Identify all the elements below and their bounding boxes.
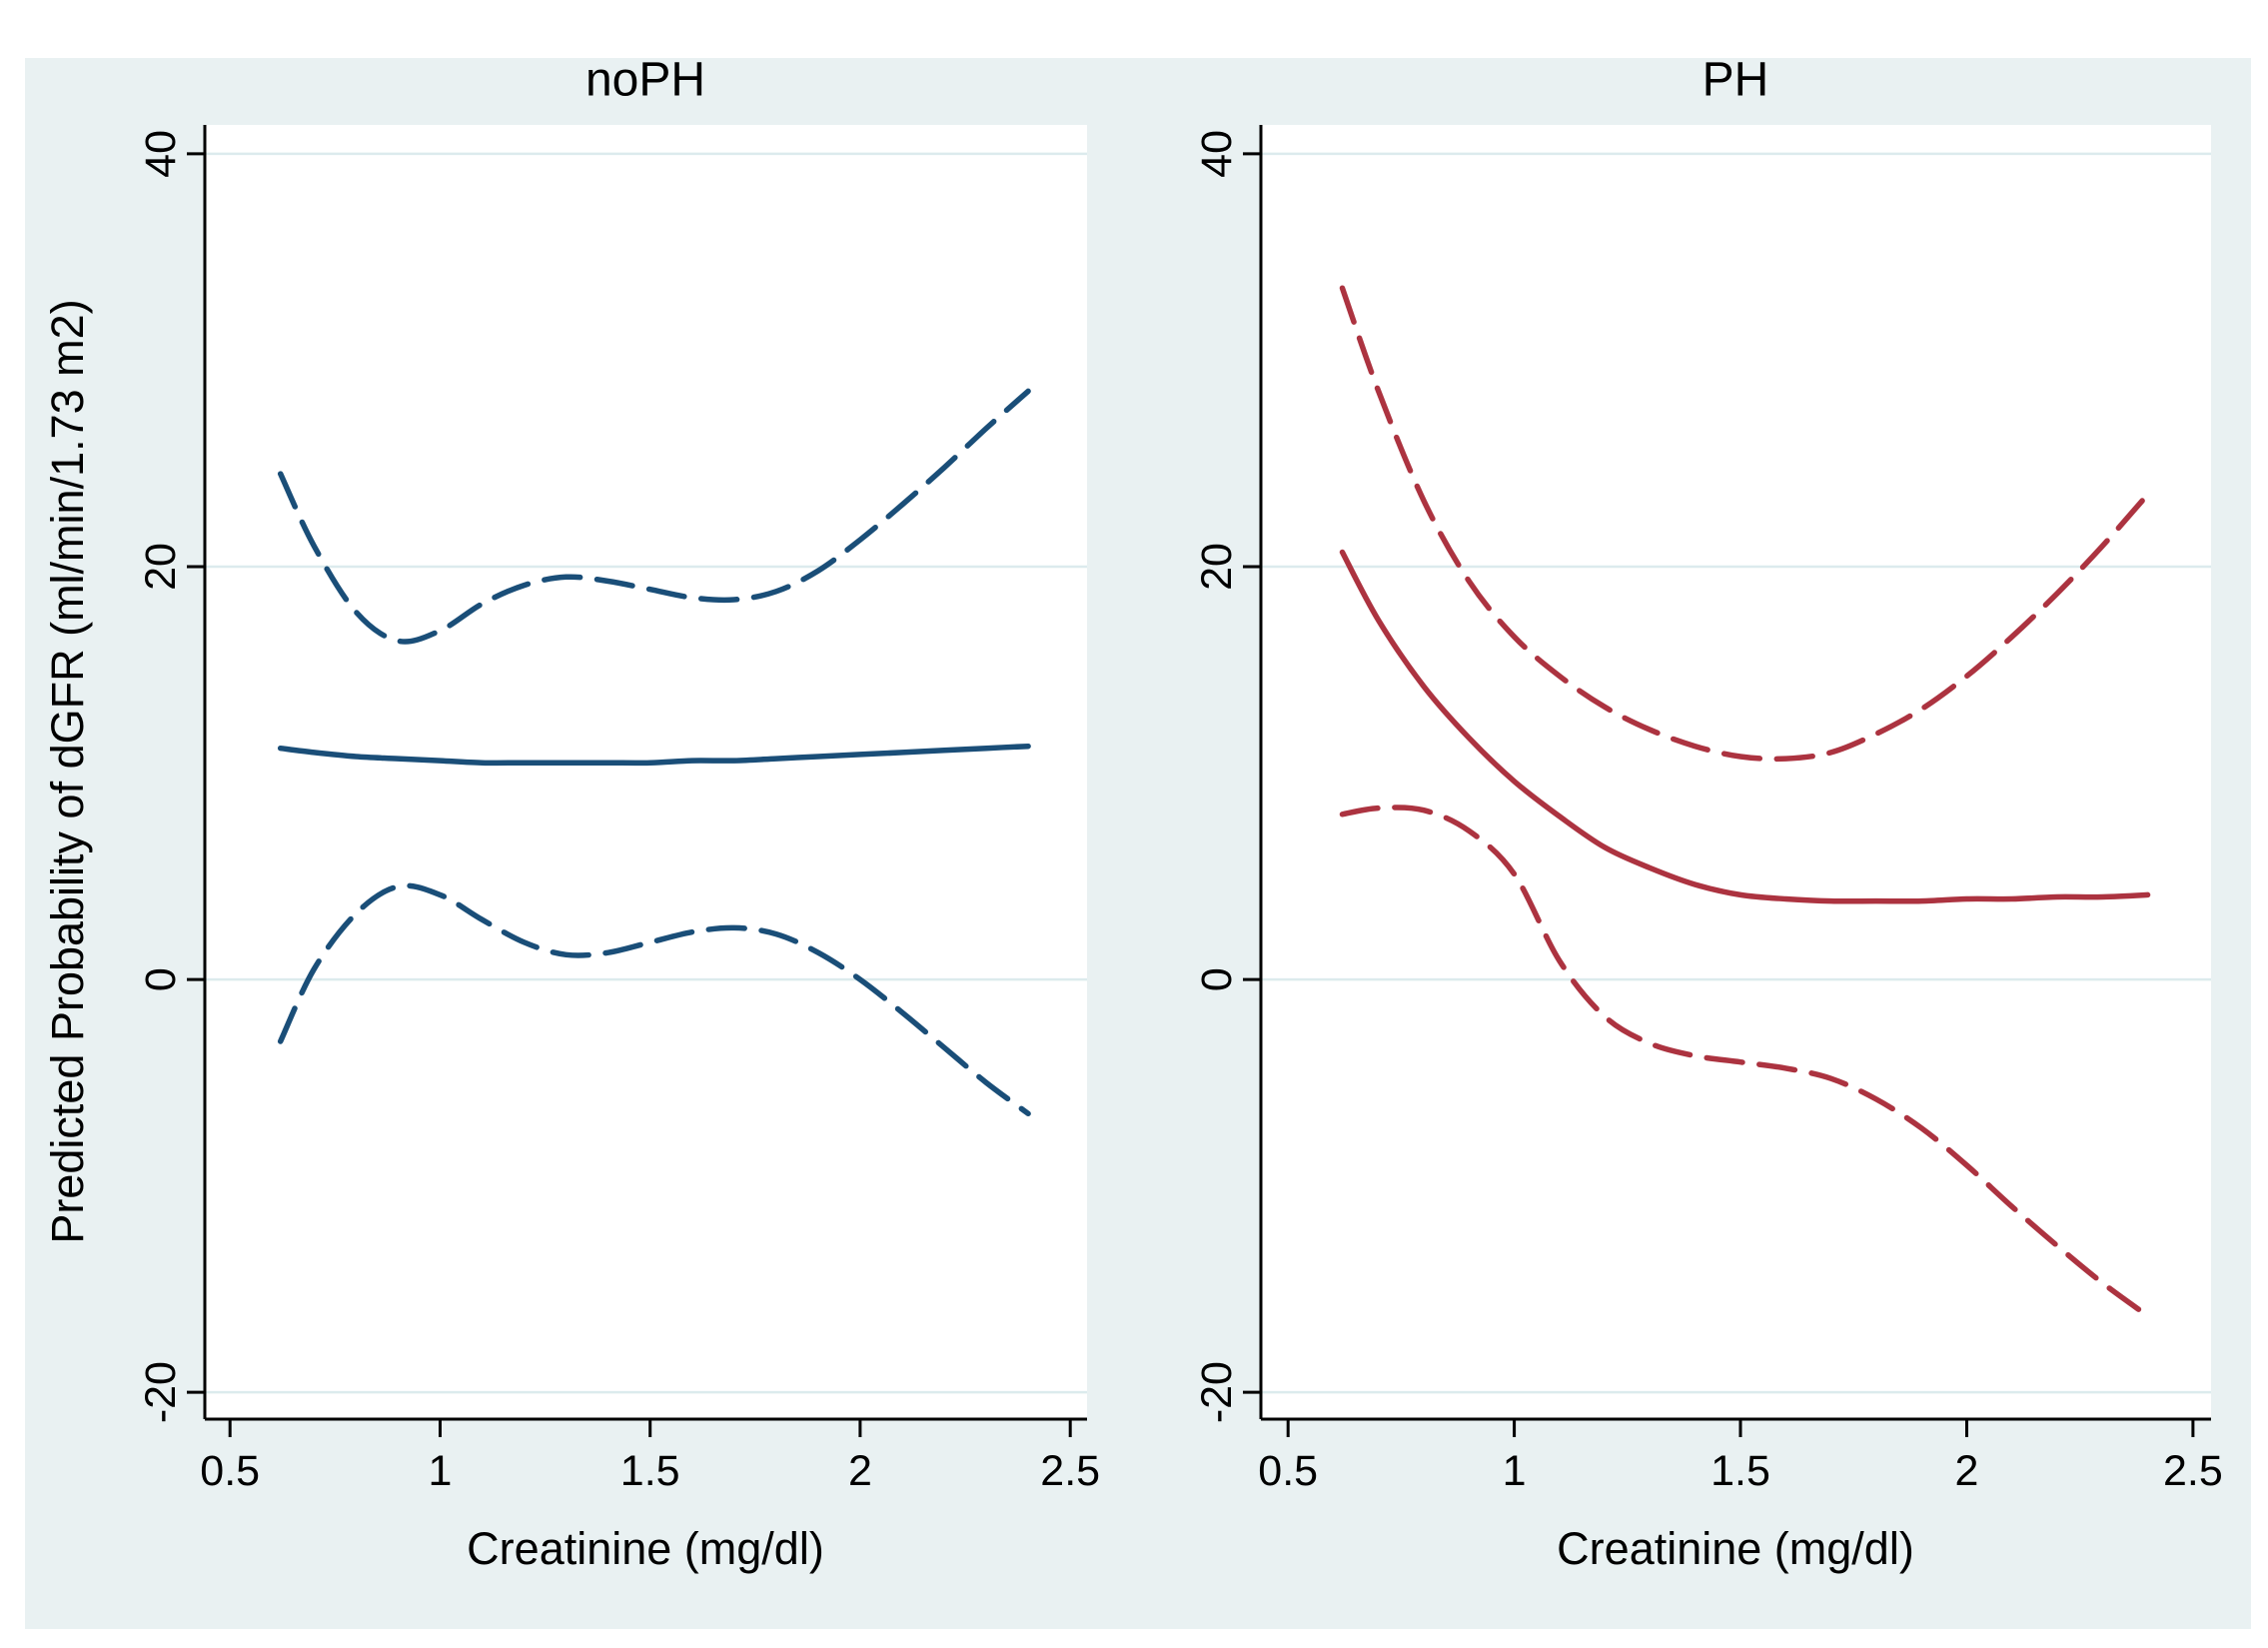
ph-y-tick-label--20: -20 — [1193, 1361, 1241, 1423]
panel-title-ph: PH — [1701, 53, 1769, 107]
x-axis-title-left: Creatinine (mg/dl) — [467, 1523, 824, 1574]
ph-x-tick-label-2.5: 2.5 — [2163, 1447, 2223, 1495]
noph-y-tick-label-40: 40 — [137, 130, 185, 178]
panel-title-noph: noPH — [584, 53, 706, 107]
ph-x-tick-label-1: 1 — [1503, 1447, 1527, 1495]
noph-x-tick-label-2: 2 — [848, 1447, 872, 1495]
noph-y-tick-label-0: 0 — [137, 967, 185, 991]
noph-x-tick-label-2.5: 2.5 — [1040, 1447, 1100, 1495]
noph-x-tick-label-0.5: 0.5 — [200, 1447, 260, 1495]
noph-x-tick-label-1: 1 — [429, 1447, 453, 1495]
ph-upper-ci-curve — [1339, 285, 2151, 763]
ph-y-tick-label-40: 40 — [1193, 130, 1241, 178]
noph-x-tick-label-1.5: 1.5 — [620, 1447, 680, 1495]
noph-y-tick-label-20: 20 — [137, 543, 185, 591]
noph-fit-curve — [277, 743, 1031, 767]
noph-lower-ci-curve — [277, 882, 1031, 1117]
ph-lower-ci-curve — [1339, 805, 2151, 1319]
x-axis-title-right: Creatinine (mg/dl) — [1557, 1523, 1914, 1574]
ph-y-tick-label-0: 0 — [1193, 967, 1241, 991]
noph-y-tick-label--20: -20 — [137, 1361, 185, 1423]
ph-fit-curve — [1339, 549, 2151, 904]
ph-plot-area — [1261, 125, 2211, 1419]
ph-x-tick-label-0.5: 0.5 — [1258, 1447, 1318, 1495]
y-axis-title: Predicted Probability of dGFR (ml/min/1.… — [42, 299, 93, 1244]
ph-x-tick-label-1.5: 1.5 — [1710, 1447, 1770, 1495]
noph-upper-ci-curve — [277, 388, 1031, 645]
ph-x-tick-label-2: 2 — [1955, 1447, 1979, 1495]
noph-plot-area — [205, 125, 1087, 1419]
ph-y-tick-label-20: 20 — [1193, 543, 1241, 591]
